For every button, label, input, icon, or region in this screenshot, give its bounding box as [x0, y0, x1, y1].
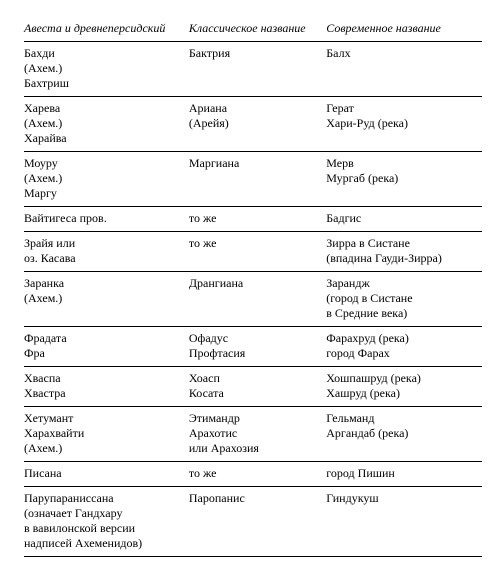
cell-classical: Паропанис: [189, 487, 326, 557]
header-classical: Классическое название: [189, 18, 326, 42]
cell-modern: Герат Хари-Руд (река): [326, 97, 482, 152]
cell-avesta: Заранка (Ахем.): [24, 272, 189, 327]
table-row: Писана то же город Пишин: [24, 462, 482, 487]
cell-modern: Фарахруд (река) город Фарах: [326, 327, 482, 367]
cell-classical: то же: [189, 462, 326, 487]
header-row: Авеста и древнеперсидский Классическое н…: [24, 18, 482, 42]
cell-classical: Ариана (Арейя): [189, 97, 326, 152]
table-row: Бахди (Ахем.) Бахтриш Бактрия Балх: [24, 42, 482, 97]
cell-avesta: Харева (Ахем.) Харайва: [24, 97, 189, 152]
cell-modern: Бадгис: [326, 207, 482, 232]
cell-classical: то же: [189, 232, 326, 272]
cell-modern: Гельманд Аргандаб (река): [326, 407, 482, 462]
table-row: Зрайя или оз. Касава то же Зирра в Систа…: [24, 232, 482, 272]
cell-modern: Хошпашруд (река) Хашруд (река): [326, 367, 482, 407]
cell-avesta: Писана: [24, 462, 189, 487]
cell-classical: Офадус Профтасия: [189, 327, 326, 367]
header-avesta: Авеста и древнеперсидский: [24, 18, 189, 42]
cell-modern: Зарандж (город в Систане в Средние века): [326, 272, 482, 327]
cell-avesta: Хваспа Хвастра: [24, 367, 189, 407]
cell-modern: Зирра в Систане (впадина Гауди-Зирра): [326, 232, 482, 272]
cell-modern: Гиндукуш: [326, 487, 482, 557]
cell-avesta: Хетумант Харахвайти (Ахем.): [24, 407, 189, 462]
cell-avesta: Парупараниссана (означает Гандхару в вав…: [24, 487, 189, 557]
cell-classical: Дрангиана: [189, 272, 326, 327]
cell-classical: Маргиана: [189, 152, 326, 207]
cell-classical: Бактрия: [189, 42, 326, 97]
page: Авеста и древнеперсидский Классическое н…: [0, 0, 502, 575]
cell-modern: город Пишин: [326, 462, 482, 487]
cell-classical: Хоасп Косата: [189, 367, 326, 407]
cell-avesta: Бахди (Ахем.) Бахтриш: [24, 42, 189, 97]
table-row: Фрадата Фра Офадус Профтасия Фарахруд (р…: [24, 327, 482, 367]
cell-avesta: Зрайя или оз. Касава: [24, 232, 189, 272]
table-row: Хетумант Харахвайти (Ахем.) Этимандр Ара…: [24, 407, 482, 462]
cell-avesta: Моуру (Ахем.) Маргу: [24, 152, 189, 207]
table-row: Моуру (Ахем.) Маргу Маргиана Мерв Мургаб…: [24, 152, 482, 207]
cell-modern: Балх: [326, 42, 482, 97]
cell-classical: то же: [189, 207, 326, 232]
cell-avesta: Вайтигеса пров.: [24, 207, 189, 232]
table-row: Парупараниссана (означает Гандхару в вав…: [24, 487, 482, 557]
table-row: Хваспа Хвастра Хоасп Косата Хошпашруд (р…: [24, 367, 482, 407]
table-row: Вайтигеса пров. то же Бадгис: [24, 207, 482, 232]
table-row: Харева (Ахем.) Харайва Ариана (Арейя) Ге…: [24, 97, 482, 152]
cell-classical: Этимандр Арахотис или Арахозия: [189, 407, 326, 462]
toponyms-table: Авеста и древнеперсидский Классическое н…: [24, 18, 482, 557]
cell-avesta: Фрадата Фра: [24, 327, 189, 367]
table-row: Заранка (Ахем.) Дрангиана Зарандж (город…: [24, 272, 482, 327]
header-modern: Современное название: [326, 18, 482, 42]
cell-modern: Мерв Мургаб (река): [326, 152, 482, 207]
